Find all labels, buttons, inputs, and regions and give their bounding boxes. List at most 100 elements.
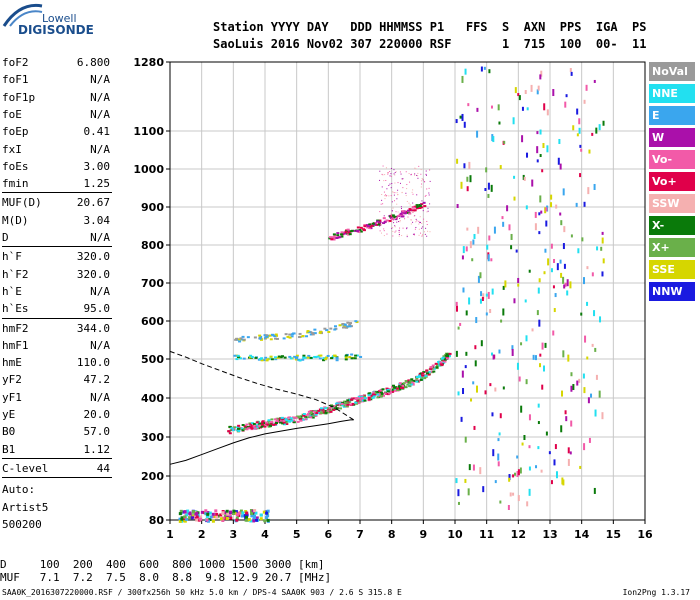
echo-point	[280, 416, 284, 419]
echo-point	[208, 511, 212, 515]
echo-point	[284, 419, 288, 422]
echo-point	[426, 220, 428, 222]
echo-point	[179, 509, 183, 513]
echo-point	[243, 513, 247, 517]
echo-point	[285, 422, 289, 425]
echo-point	[412, 379, 416, 382]
echo-point	[185, 511, 189, 515]
echo-point	[562, 243, 565, 250]
param-name: foF1	[2, 73, 29, 87]
echo-point	[383, 221, 385, 223]
polarization-legend: NoVal NNE E W Vo- Vo+ SSW X- X+ SSE NNW	[649, 62, 695, 304]
echo-point	[277, 419, 281, 422]
echo-point	[526, 107, 529, 111]
echo-point	[264, 356, 268, 359]
echo-point	[246, 425, 250, 428]
echo-point	[457, 501, 460, 505]
echo-point	[191, 510, 195, 514]
auto-scaling-line: 500200	[2, 517, 42, 531]
echo-point	[415, 226, 417, 228]
echo-point	[356, 398, 360, 401]
echo-point	[236, 354, 240, 357]
echo-point	[429, 231, 431, 233]
echo-point	[296, 420, 300, 423]
echo-point	[270, 418, 274, 421]
echo-point	[367, 398, 371, 401]
echo-point	[253, 514, 257, 518]
echo-point	[419, 216, 421, 218]
echo-point	[423, 181, 425, 183]
echo-point	[249, 356, 253, 359]
echo-point	[503, 140, 506, 144]
echo-point	[481, 296, 484, 301]
echo-point	[390, 167, 392, 169]
echo-point	[341, 322, 345, 325]
echo-point	[311, 333, 315, 336]
echo-point	[484, 187, 487, 191]
echo-point	[328, 409, 332, 412]
echo-point	[394, 172, 396, 174]
echo-point	[325, 329, 329, 332]
echo-point	[492, 449, 495, 457]
param-name: D	[2, 231, 9, 244]
param-row: hmF1 N/A	[2, 339, 110, 353]
echo-point	[476, 107, 479, 112]
echo-point	[322, 359, 326, 362]
echo-point	[528, 269, 531, 273]
echo-point	[512, 492, 515, 496]
param-name: fmin	[2, 177, 29, 191]
echo-point	[290, 333, 294, 336]
param-name: hmF2	[2, 321, 29, 335]
echo-point	[537, 403, 540, 408]
echo-point	[426, 188, 428, 190]
echo-point	[265, 511, 269, 515]
echo-point	[595, 374, 598, 380]
legend-item-ssw: SSW	[649, 194, 695, 213]
echo-point	[409, 181, 411, 183]
echo-point	[312, 410, 316, 413]
echo-point	[523, 435, 526, 441]
echo-point	[559, 212, 562, 216]
echo-point	[378, 219, 382, 222]
echo-point	[417, 175, 419, 177]
echo-point	[579, 173, 582, 178]
echo-point	[570, 234, 573, 238]
echo-point	[262, 359, 266, 362]
echo-point	[294, 357, 298, 360]
echo-point	[343, 404, 347, 407]
echo-point	[195, 518, 199, 522]
echo-point	[591, 132, 594, 136]
echo-point	[353, 357, 357, 360]
echo-point	[591, 272, 594, 277]
param-name: foE	[2, 107, 22, 121]
echo-point	[381, 388, 385, 391]
echo-point	[494, 480, 497, 484]
param-value: N/A	[90, 73, 110, 87]
echo-point	[406, 228, 408, 230]
echo-point	[367, 396, 371, 399]
echo-point	[409, 383, 413, 386]
echo-point	[479, 298, 482, 304]
echo-point	[560, 220, 563, 226]
echo-point	[402, 187, 404, 189]
echo-point	[377, 223, 381, 226]
echo-point	[188, 512, 192, 516]
echo-point	[268, 424, 272, 427]
echo-point	[265, 335, 269, 338]
echo-point	[461, 75, 464, 83]
echo-point	[294, 358, 298, 361]
echo-point	[335, 237, 339, 240]
echo-point	[234, 510, 238, 514]
echo-point	[462, 246, 465, 254]
echo-point	[371, 396, 375, 399]
echo-point	[323, 407, 327, 410]
echo-point	[594, 409, 597, 417]
y-tick-label: 1280	[133, 56, 164, 69]
echo-point	[456, 204, 459, 209]
echo-point	[328, 406, 332, 409]
echo-point	[233, 511, 237, 515]
echo-point	[418, 206, 422, 209]
echo-point	[538, 231, 541, 235]
echo-point	[544, 207, 547, 214]
echo-point	[346, 321, 350, 324]
